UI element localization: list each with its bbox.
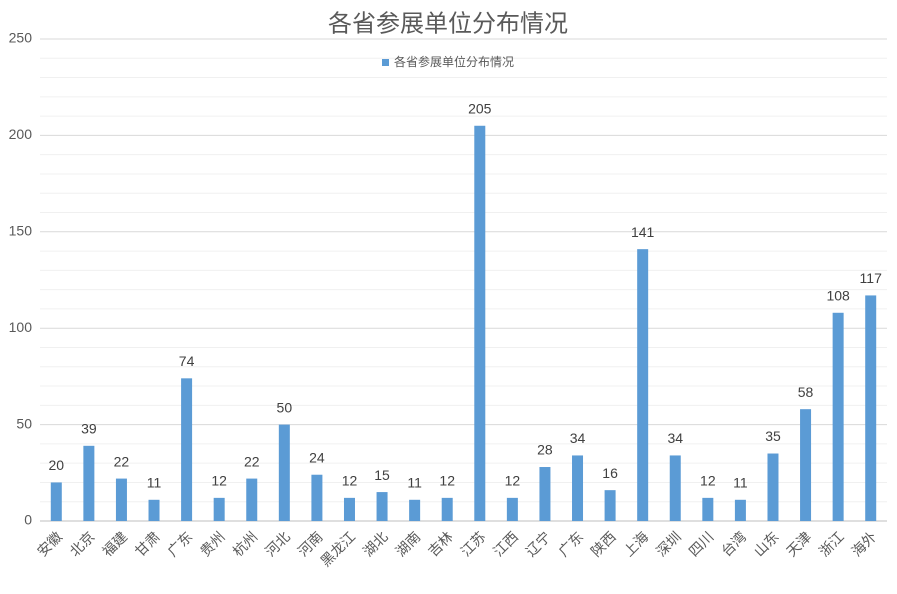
x-tick-label: 福建: [99, 528, 130, 559]
bar: [213, 497, 225, 521]
data-label: 11: [407, 474, 422, 490]
data-label: 12: [211, 473, 227, 489]
data-label: 39: [81, 421, 97, 437]
x-tick-label: 河北: [262, 528, 293, 559]
data-label: 58: [798, 384, 814, 400]
data-label: 22: [244, 453, 260, 469]
y-tick-label: 150: [9, 223, 33, 239]
bar: [637, 249, 649, 522]
x-tick-label: 天津: [783, 528, 814, 559]
data-label: 35: [765, 428, 781, 444]
x-tick-label: 江西: [490, 528, 521, 559]
bar: [767, 453, 779, 521]
data-label: 11: [147, 474, 162, 490]
bar: [865, 295, 877, 521]
data-label: 108: [826, 287, 850, 303]
bar: [441, 497, 453, 521]
x-tick-label: 深圳: [653, 528, 684, 559]
bar: [115, 478, 127, 521]
data-label: 28: [537, 442, 553, 458]
bar: [148, 499, 160, 521]
y-tick-label: 100: [9, 319, 33, 335]
legend-label: 各省参展单位分布情况: [394, 54, 514, 69]
data-label: 22: [114, 453, 130, 469]
x-tick-label: 广东: [555, 528, 586, 559]
bar: [343, 497, 355, 521]
x-tick-label: 山东: [751, 528, 782, 559]
bar: [278, 424, 290, 521]
x-tick-label: 北京: [66, 528, 97, 559]
data-label: 24: [309, 449, 325, 465]
data-label: 141: [631, 224, 655, 240]
data-label: 50: [277, 399, 293, 415]
x-tick-label: 杭州: [229, 528, 260, 559]
x-tick-label: 安徽: [34, 528, 65, 559]
data-label: 12: [342, 473, 358, 489]
x-tick-label: 海外: [848, 528, 879, 559]
data-label: 15: [374, 467, 390, 483]
x-tick-label: 吉林: [425, 528, 456, 559]
y-tick-label: 50: [16, 415, 32, 431]
bar: [246, 478, 258, 521]
data-label: 34: [570, 430, 586, 446]
bar: [181, 378, 193, 521]
x-tick-label: 辽宁: [523, 528, 554, 559]
bar: [800, 409, 812, 521]
x-tick-label: 陕西: [588, 528, 619, 559]
data-label: 12: [439, 473, 455, 489]
x-tick-label: 贵州: [197, 528, 228, 559]
y-tick-label: 0: [24, 512, 32, 528]
bar: [506, 497, 518, 521]
data-label: 20: [48, 457, 64, 473]
x-tick-label: 甘肃: [132, 528, 163, 559]
bar: [539, 467, 551, 521]
bar: [50, 482, 62, 521]
bar: [604, 490, 616, 521]
bar: [669, 455, 681, 521]
chart-title: 各省参展单位分布情况: [328, 10, 568, 37]
legend-swatch: [382, 59, 389, 66]
x-tick-label: 浙江: [816, 528, 847, 559]
bar: [702, 497, 714, 521]
x-tick-label: 湖北: [360, 528, 391, 559]
bar: [474, 125, 486, 521]
bar: [83, 445, 95, 521]
bar: [734, 499, 746, 521]
x-tick-label: 江苏: [457, 528, 488, 559]
data-label: 11: [733, 474, 748, 490]
x-tick-label: 广东: [164, 528, 195, 559]
data-label: 74: [179, 353, 195, 369]
bar: [832, 312, 844, 521]
data-label: 117: [860, 270, 883, 286]
x-tick-label: 台湾: [718, 528, 749, 559]
bar: [311, 474, 323, 521]
data-label: 16: [602, 465, 618, 481]
x-tick-label: 上海: [620, 528, 651, 559]
data-label: 34: [667, 430, 683, 446]
data-label: 12: [505, 473, 521, 489]
bar: [376, 492, 388, 521]
x-tick-label: 四川: [685, 528, 716, 559]
bar: [409, 499, 421, 521]
x-tick-label: 黑龙江: [317, 528, 358, 569]
y-tick-label: 250: [9, 30, 33, 46]
y-tick-label: 200: [9, 126, 33, 142]
bar: [572, 455, 584, 521]
x-tick-label: 湖南: [392, 528, 423, 559]
data-label: 12: [700, 473, 716, 489]
data-label: 205: [468, 100, 492, 116]
